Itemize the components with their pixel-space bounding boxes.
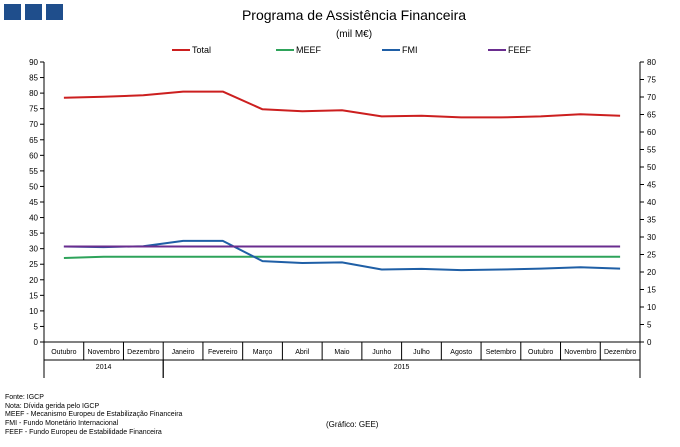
y-tick-label-right: 60 <box>647 128 656 137</box>
gee-logo <box>4 4 63 20</box>
x-tick-label: Junho <box>372 349 391 356</box>
y-tick-label-left: 90 <box>29 58 38 67</box>
series-line-fmi <box>63 239 621 272</box>
note-text: Nota: Dívida gerida pelo IGCP <box>5 402 100 410</box>
y-tick-label-left: 85 <box>29 74 38 83</box>
x-tick-label: Abril <box>295 349 309 356</box>
y-tick-label-left: 45 <box>29 198 38 207</box>
legend-label-feef: FEEF <box>508 45 532 55</box>
x-year-label: 2014 <box>96 364 112 371</box>
series-line-meef <box>63 255 621 259</box>
logo-block <box>4 4 21 20</box>
x-year-label: 2015 <box>394 364 410 371</box>
note-meef: MEEF - Mecanismo Europeu de Estabilizaçã… <box>5 411 183 419</box>
y-tick-label-right: 10 <box>647 303 656 312</box>
y-tick-label-left: 35 <box>29 229 38 238</box>
x-tick-label: Janeiro <box>172 349 195 356</box>
x-tick-label: Fevereiro <box>208 349 238 356</box>
chart-notes: Fonte: IGCP Nota: Dívida gerida pelo IGC… <box>5 394 182 438</box>
y-tick-label-right: 30 <box>647 233 656 242</box>
logo-block <box>25 4 42 20</box>
x-tick-label: Novembro <box>87 349 119 356</box>
chart-credit: (Gráfico: GEE) <box>326 420 379 429</box>
y-tick-label-right: 75 <box>647 76 656 85</box>
y-tick-label-left: 30 <box>29 245 38 254</box>
series-line-total <box>63 90 621 119</box>
x-tick-label: Dezembro <box>127 349 159 356</box>
logo-block <box>46 4 63 20</box>
chart-axes: 0 5 10 15 20 25 30 35 40 45 50 55 60 65 70 75 80 85 90 0 5 10… <box>29 58 656 378</box>
y-tick-label-right: 15 <box>647 286 656 295</box>
y-tick-label-right: 35 <box>647 216 656 225</box>
y-tick-label-right: 65 <box>647 111 656 120</box>
legend-label-fmi: FMI <box>402 45 418 55</box>
y-tick-label-left: 5 <box>34 322 39 331</box>
chart-series <box>63 90 621 272</box>
note-source: Fonte: IGCP <box>5 394 44 401</box>
note-feef: FEEF - Fundo Europeu de Estabilidade Fin… <box>5 428 162 436</box>
y-tick-label-right: 45 <box>647 181 656 190</box>
y-tick-label-left: 70 <box>29 120 38 129</box>
y-tick-label-right: 40 <box>647 198 656 207</box>
y-tick-label-right: 25 <box>647 251 656 260</box>
chart-subtitle: (mil M€) <box>336 29 372 40</box>
x-tick-label: Agosto <box>450 349 472 356</box>
y-tick-label-right: 80 <box>647 58 656 67</box>
chart-title: Programa de Assistência Financeira <box>242 7 466 23</box>
y-tick-label-left: 80 <box>29 89 38 98</box>
note-fmi: FMI - Fundo Monetário Internacional <box>5 420 119 428</box>
y-tick-label-left: 40 <box>29 214 38 223</box>
y-tick-label-left: 60 <box>29 151 38 160</box>
x-tick-label: Novembro <box>564 349 596 356</box>
y-tick-label-left: 15 <box>29 291 38 300</box>
x-tick-label: Março <box>253 349 273 356</box>
y-tick-label-right: 55 <box>647 146 656 155</box>
x-tick-label: Julho <box>413 349 430 356</box>
y-tick-label-right: 0 <box>647 338 652 347</box>
y-tick-label-left: 25 <box>29 260 38 269</box>
y-tick-label-right: 70 <box>647 93 656 102</box>
chart-legend: Total MEEF FMI FEEF <box>172 45 532 55</box>
y-tick-label-left: 0 <box>34 338 39 347</box>
y-tick-label-left: 10 <box>29 307 38 316</box>
y-tick-label-right: 50 <box>647 163 656 172</box>
y-tick-label-left: 20 <box>29 276 38 285</box>
x-tick-label: Outubro <box>51 349 76 356</box>
x-tick-label: Setembro <box>486 349 516 356</box>
legend-label-total: Total <box>192 45 211 55</box>
y-tick-label-left: 75 <box>29 105 38 114</box>
legend-label-meef: MEEF <box>296 45 322 55</box>
y-tick-label-right: 20 <box>647 268 656 277</box>
x-tick-label: Outubro <box>528 349 553 356</box>
x-tick-label: Maio <box>334 349 349 356</box>
y-tick-label-left: 50 <box>29 182 38 191</box>
y-tick-label-left: 55 <box>29 167 38 176</box>
x-tick-label: Dezembro <box>604 349 636 356</box>
y-tick-label-left: 65 <box>29 136 38 145</box>
y-tick-label-right: 5 <box>647 321 652 330</box>
